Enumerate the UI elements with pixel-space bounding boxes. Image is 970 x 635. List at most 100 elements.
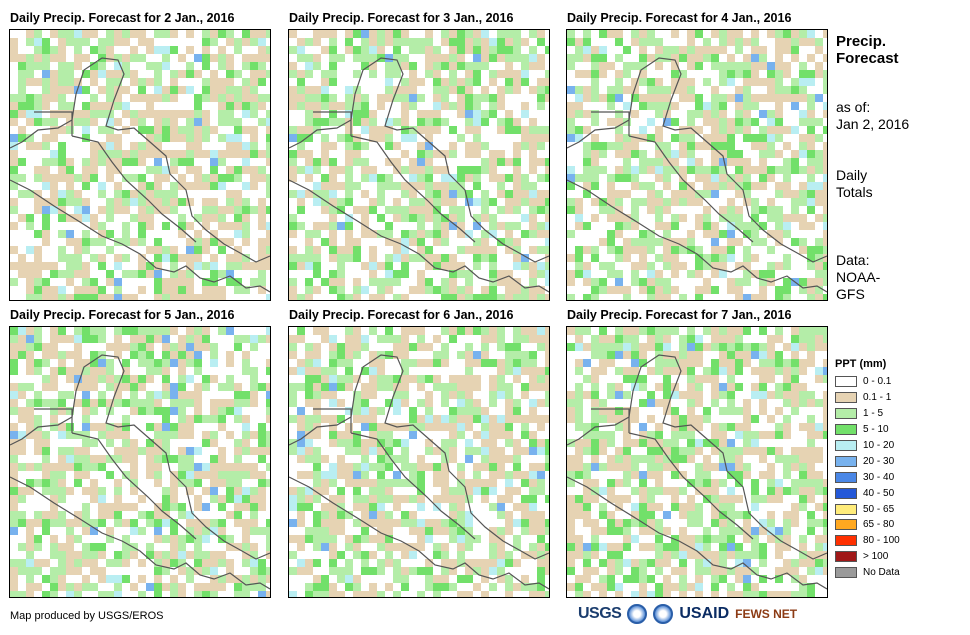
precip-cell	[82, 583, 90, 591]
precip-cell	[791, 359, 799, 367]
precip-cell	[537, 399, 545, 407]
precip-cell	[711, 591, 719, 597]
precip-cell	[425, 134, 433, 142]
precip-cell	[66, 270, 74, 278]
precip-cell	[130, 455, 138, 463]
precip-cell	[258, 166, 266, 174]
precip-cell	[138, 254, 146, 262]
precip-cell	[783, 190, 791, 198]
precip-cell	[361, 535, 369, 543]
precip-cell	[751, 567, 759, 575]
precip-cell	[337, 439, 345, 447]
precip-cell	[138, 335, 146, 343]
precip-cell	[250, 447, 258, 455]
precip-cell	[497, 94, 505, 102]
precip-cell	[815, 190, 823, 198]
precip-cell	[655, 222, 663, 230]
precip-cell	[74, 46, 82, 54]
precip-cell	[98, 399, 106, 407]
precip-cell	[353, 575, 361, 583]
precip-cell	[122, 447, 130, 455]
precip-cell	[425, 62, 433, 70]
precip-cell	[369, 262, 377, 270]
precip-cell	[345, 110, 353, 118]
precip-cell	[433, 54, 441, 62]
precip-cell	[66, 198, 74, 206]
precip-cell	[743, 54, 751, 62]
precip-cell	[393, 254, 401, 262]
precip-cell	[703, 543, 711, 551]
precip-cell	[329, 567, 337, 575]
precip-cell	[497, 270, 505, 278]
precip-cell	[289, 62, 297, 70]
precip-cell	[727, 142, 735, 150]
precip-cell	[815, 254, 823, 262]
precip-cell	[449, 46, 457, 54]
precip-cell	[321, 190, 329, 198]
precip-cell	[297, 70, 305, 78]
precip-cell	[242, 447, 250, 455]
precip-cell	[807, 447, 815, 455]
precip-cell	[313, 94, 321, 102]
precip-cell	[567, 415, 575, 423]
precip-cell	[583, 575, 591, 583]
precip-cell	[791, 102, 799, 110]
precip-cell	[607, 238, 615, 246]
precip-cell	[98, 327, 106, 335]
precip-cell	[497, 335, 505, 343]
precip-cell	[289, 150, 297, 158]
precip-cell	[759, 278, 767, 286]
precip-cell	[321, 583, 329, 591]
precip-cell	[305, 591, 313, 597]
precip-cell	[655, 559, 663, 567]
precip-cell	[50, 206, 58, 214]
precip-cell	[591, 351, 599, 359]
precip-cell	[497, 375, 505, 383]
precip-cell	[130, 399, 138, 407]
precip-cell	[10, 335, 18, 343]
precip-cell	[631, 62, 639, 70]
precip-cell	[751, 431, 759, 439]
precip-cell	[194, 527, 202, 535]
precip-cell	[505, 78, 513, 86]
precip-cell	[305, 126, 313, 134]
precip-cell	[695, 174, 703, 182]
precip-cell	[433, 543, 441, 551]
precip-cell	[615, 367, 623, 375]
precip-cell	[202, 182, 210, 190]
precip-cell	[711, 463, 719, 471]
precip-cell	[297, 431, 305, 439]
precip-cell	[194, 327, 202, 335]
precip-cell	[297, 511, 305, 519]
precip-cell	[34, 367, 42, 375]
precip-cell	[647, 94, 655, 102]
precip-cell	[138, 351, 146, 359]
precip-cell	[210, 126, 218, 134]
precip-cell	[727, 527, 735, 535]
precip-cell	[377, 407, 385, 415]
precip-cell	[266, 567, 270, 575]
precip-cell	[114, 78, 122, 86]
precip-cell	[529, 551, 537, 559]
legend-swatch	[835, 440, 857, 451]
precip-cell	[202, 38, 210, 46]
precip-cell	[489, 294, 497, 300]
precip-cell	[823, 102, 827, 110]
precip-cell	[583, 190, 591, 198]
precip-cell	[481, 463, 489, 471]
precip-cell	[42, 214, 50, 222]
precip-cell	[26, 294, 34, 300]
precip-cell	[695, 262, 703, 270]
precip-cell	[489, 423, 497, 431]
legend-swatch	[835, 503, 857, 515]
precip-cell	[170, 487, 178, 495]
precip-cell	[178, 86, 186, 94]
precip-cell	[751, 487, 759, 495]
precip-cell	[631, 511, 639, 519]
precip-cell	[34, 567, 42, 575]
precip-cell	[583, 439, 591, 447]
precip-cell	[575, 110, 583, 118]
precip-cell	[521, 415, 529, 423]
precip-cell	[433, 238, 441, 246]
precip-cell	[575, 359, 583, 367]
